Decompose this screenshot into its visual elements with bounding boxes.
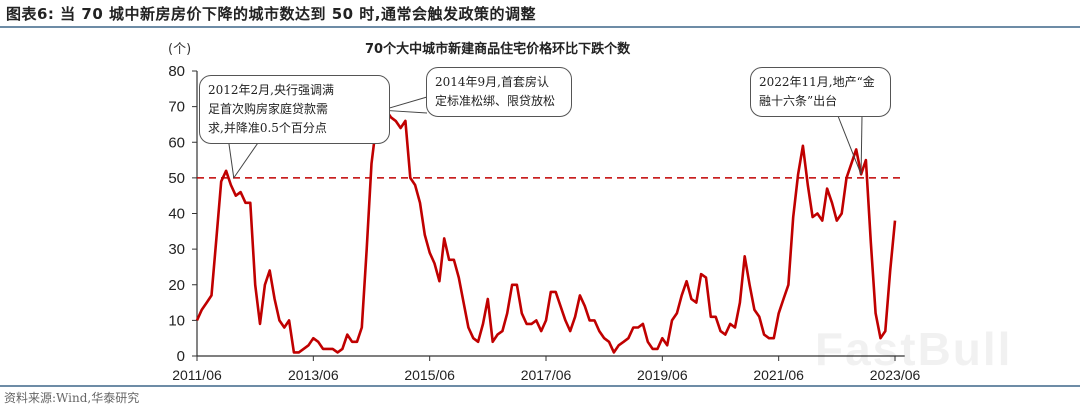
x-tick-label: 2017/06 <box>521 367 572 383</box>
callout-2022-11: 2022年11月,地产“金 融十六条”出台 <box>750 67 891 117</box>
y-tick-label: 0 <box>177 348 185 365</box>
x-tick-label: 2021/06 <box>753 367 804 383</box>
x-tick-label: 2019/06 <box>637 367 688 383</box>
y-tick-label: 20 <box>168 277 185 294</box>
watermark: FastBull <box>815 323 1013 375</box>
source-note: 资料来源:Wind,华泰研究 <box>4 391 140 405</box>
callout-pointer <box>860 115 863 175</box>
x-tick-label: 2023/06 <box>870 367 921 383</box>
callout-2014-09: 2014年9月,首套房认 定标准松绑、限贷放松 <box>426 67 572 117</box>
callout-text: 定标准松绑、限贷放松 <box>435 94 556 108</box>
x-tick-label: 2011/06 <box>172 367 222 383</box>
callout-text: 2022年11月,地产“金 <box>759 75 875 89</box>
callout-text: 求,并降准0.5个百分点 <box>208 121 327 135</box>
y-tick-label: 40 <box>168 206 185 223</box>
callout-pointer <box>837 115 862 175</box>
y-tick-label: 70 <box>168 99 185 116</box>
title-divider <box>0 26 1080 28</box>
data-series-line <box>195 108 897 354</box>
footer-divider <box>0 385 1080 387</box>
y-tick-label: 80 <box>168 63 185 80</box>
callout-text: 足首次购房家庭贷款需 <box>208 102 329 116</box>
x-tick-label: 2015/06 <box>404 367 455 383</box>
y-tick-label: 50 <box>168 170 185 187</box>
x-tick-label: 2013/06 <box>288 367 339 383</box>
y-tick-label: 10 <box>168 312 185 329</box>
callout-text: 2014年9月,首套房认 <box>435 75 549 89</box>
callout-2012-02: 2012年2月,央行强调满 足首次购房家庭贷款需 求,并降准0.5个百分点 <box>199 75 390 144</box>
callout-text: 融十六条”出台 <box>759 94 838 108</box>
y-tick-label: 60 <box>168 134 185 151</box>
callout-text: 2012年2月,央行强调满 <box>208 83 334 97</box>
y-axis-unit-label: (个) <box>168 42 192 57</box>
y-tick-label: 30 <box>168 241 185 258</box>
figure-title: 图表6: 当 70 城中新房房价下降的城市数达到 50 时,通常会触发政策的调整 <box>6 5 536 23</box>
chart-title: 70个大中城市新建商品住宅价格环比下跌个数 <box>365 42 631 57</box>
